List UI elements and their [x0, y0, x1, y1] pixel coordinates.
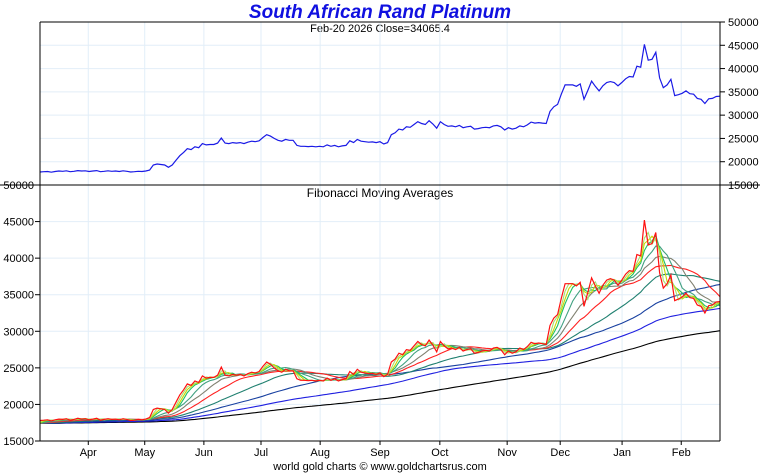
y-tick-label-right: 30000	[728, 110, 759, 122]
x-tick-label: Nov	[497, 447, 517, 459]
price-line-bottom	[39, 220, 721, 422]
y-tick-label-right: 45000	[728, 40, 759, 52]
x-tick-label: Jan	[613, 447, 631, 459]
y-tick-label-left: 40000	[3, 253, 34, 265]
bottom-grid	[40, 185, 720, 441]
y-tick-label-left: 25000	[3, 363, 34, 375]
x-tick-label: Jun	[195, 447, 213, 459]
axes	[0, 21, 760, 445]
bottom-ma-series	[39, 220, 721, 425]
x-tick-label: Oct	[431, 447, 448, 459]
y-tick-label-left: 35000	[3, 290, 34, 302]
y-tick-label-right: 20000	[728, 157, 759, 169]
x-tick-label: Apr	[80, 447, 97, 459]
y-tick-label-left: 20000	[3, 399, 34, 411]
price-line	[39, 44, 721, 173]
y-tick-label-left: 50000	[3, 180, 34, 192]
chart-title: South African Rand Platinum	[248, 2, 512, 23]
y-tick-label-right: 25000	[728, 133, 759, 145]
tick-labels: 15000 20000 25000 30000 35000 40000 45000 50000…	[3, 17, 758, 459]
top-price-series	[39, 44, 721, 173]
y-tick-label-left: 45000	[3, 217, 34, 229]
x-tick-label: Aug	[310, 447, 330, 459]
y-tick-label-left: 15000	[3, 436, 34, 448]
y-tick-label-right: 50000	[728, 17, 759, 29]
credit-text: world gold charts © www.goldchartsrus.co…	[273, 461, 487, 473]
ma-line-233	[40, 330, 721, 425]
ma-line-144	[39, 307, 721, 425]
y-tick-label-right: 15000	[728, 180, 759, 192]
top-grid	[40, 22, 720, 185]
x-tick-label: Jul	[254, 447, 268, 459]
x-tick-label: Sep	[370, 447, 390, 459]
x-tick-label: May	[134, 447, 155, 459]
y-tick-label-right: 40000	[728, 64, 759, 76]
y-tick-label-left: 30000	[3, 326, 34, 338]
x-tick-label: Dec	[550, 447, 570, 459]
y-tick-label-right: 35000	[728, 87, 759, 99]
x-tick-label: Feb	[672, 447, 691, 459]
